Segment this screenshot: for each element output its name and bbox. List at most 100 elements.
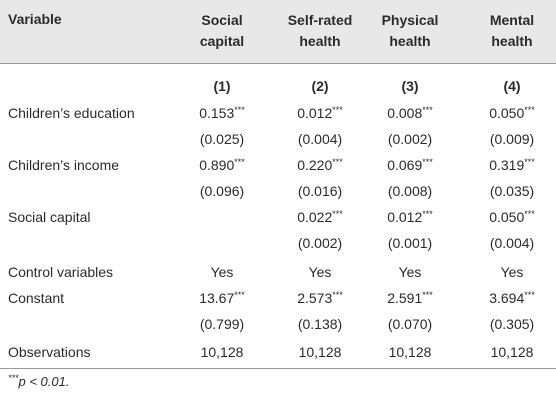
header-rule	[0, 63, 556, 64]
table-cell: Yes	[399, 263, 422, 281]
model-number: (2)	[311, 78, 329, 94]
cell-value: 0.050	[489, 105, 525, 121]
significance-stars: ***	[332, 105, 343, 115]
cell-value: (0.035)	[489, 183, 535, 199]
cell-value: (0.096)	[199, 183, 245, 199]
table-cell: (0.016)	[298, 182, 342, 200]
cell-value: (0.001)	[387, 235, 433, 251]
significance-stars: ***	[524, 105, 535, 115]
significance-stars: ***	[524, 157, 535, 167]
table-cell: (0.025)	[200, 130, 244, 148]
cell-value: 0.008	[387, 105, 423, 121]
cell-value: 0.890	[199, 157, 235, 173]
table-cell: 10,128	[389, 343, 432, 361]
cell-value: (0.070)	[387, 316, 433, 332]
significance-stars: ***	[422, 209, 433, 219]
cell-value: 10,128	[298, 344, 342, 360]
table-cell: (0.009)	[490, 130, 534, 148]
table-cell: Yes	[211, 263, 234, 281]
row-label: Constant	[8, 290, 65, 306]
cell-value: (0.004)	[297, 131, 343, 147]
table-cell: 0.220***	[297, 156, 343, 174]
table-cell: (0.004)	[490, 234, 534, 252]
cell-value: 13.67	[199, 290, 235, 306]
table-cell: 3.694***	[489, 289, 535, 307]
table-cell: 0.069***	[387, 156, 433, 174]
cell-value: 0.022	[297, 209, 333, 225]
cell-value: (0.016)	[297, 183, 343, 199]
row-label: Control variables	[8, 264, 114, 280]
cell-value: (0.138)	[297, 316, 343, 332]
cell-value: 0.012	[387, 209, 423, 225]
row-label: Children’s education	[8, 105, 135, 121]
table-cell: 10,128	[491, 343, 534, 361]
table-cell: 2.573***	[297, 289, 343, 307]
cell-value: 3.694	[489, 290, 525, 306]
header-cell: Self-rated health	[287, 12, 353, 49]
table-cell: 0.012***	[387, 208, 433, 226]
table-cell: (0.004)	[298, 130, 342, 148]
table-cell: (0.096)	[200, 182, 244, 200]
table-cell: 2.591***	[387, 289, 433, 307]
significance-stars: ***	[422, 290, 433, 300]
table-cell: 0.012***	[297, 104, 343, 122]
cell-value: Yes	[500, 264, 524, 280]
cell-value: 2.573	[297, 290, 333, 306]
model-number: (4)	[503, 78, 521, 94]
cell-value: 10,128	[490, 344, 534, 360]
table-cell: (0.305)	[490, 315, 534, 333]
table-cell: (0.001)	[388, 234, 432, 252]
table-cell: 0.050***	[489, 104, 535, 122]
table-cell: (0.799)	[200, 315, 244, 333]
cell-value: 0.012	[297, 105, 333, 121]
cell-value: (0.002)	[387, 131, 433, 147]
cell-value: (0.025)	[199, 131, 245, 147]
cell-value: Yes	[398, 264, 422, 280]
significance-stars: ***	[422, 105, 433, 115]
bottom-rule	[0, 368, 556, 369]
significance-stars: ***	[332, 209, 343, 219]
table-cell: 10,128	[299, 343, 342, 361]
cell-value: 2.591	[387, 290, 423, 306]
table-cell: (0.070)	[388, 315, 432, 333]
cell-value: (0.002)	[297, 235, 343, 251]
table-cell: (0.008)	[388, 182, 432, 200]
header-cell: Variable	[8, 11, 62, 27]
table-cell: (0.138)	[298, 315, 342, 333]
cell-value: (0.305)	[489, 316, 535, 332]
significance-stars: ***	[524, 290, 535, 300]
significance-stars: ***	[234, 105, 245, 115]
header-cell: Mental health	[489, 12, 535, 49]
table-cell: (0.035)	[490, 182, 534, 200]
significance-stars: ***	[422, 157, 433, 167]
table-cell: Yes	[309, 263, 332, 281]
table-cell: 0.319***	[489, 156, 535, 174]
cell-value: (0.799)	[199, 316, 245, 332]
table-cell: 0.008***	[387, 104, 433, 122]
footnote-stars: ***	[8, 373, 19, 383]
row-label: Social capital	[8, 209, 91, 225]
significance-stars: ***	[234, 157, 245, 167]
header-cell: Physical health	[381, 12, 439, 49]
cell-value: 0.050	[489, 209, 525, 225]
significance-stars: ***	[524, 209, 535, 219]
cell-value: 10,128	[200, 344, 244, 360]
table-cell: (0.002)	[298, 234, 342, 252]
table-cell: 0.050***	[489, 208, 535, 226]
table-cell: 0.022***	[297, 208, 343, 226]
table-cell: Yes	[501, 263, 524, 281]
cell-value: 0.220	[297, 157, 333, 173]
cell-value: 0.069	[387, 157, 423, 173]
cell-value: (0.008)	[387, 183, 433, 199]
cell-value: 0.153	[199, 105, 235, 121]
row-label: Children’s income	[8, 157, 120, 173]
cell-value: (0.009)	[489, 131, 535, 147]
cell-value: 0.319	[489, 157, 525, 173]
cell-value: 10,128	[388, 344, 432, 360]
model-number: (3)	[401, 78, 419, 94]
significance-stars: ***	[332, 157, 343, 167]
header-cell: Social capital	[199, 12, 245, 49]
significance-stars: ***	[234, 290, 245, 300]
header-background	[0, 0, 556, 63]
